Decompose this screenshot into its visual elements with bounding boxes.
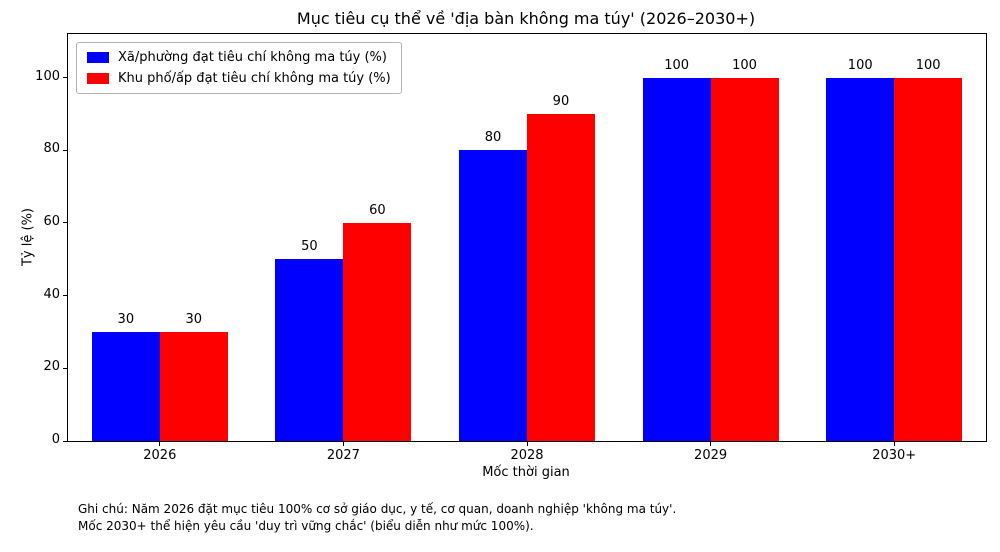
chart-title: Mục tiêu cụ thể về 'địa bàn không ma túy… (296, 9, 756, 28)
y-tick-mark (63, 149, 68, 151)
footnote-line-1: Ghi chú: Năm 2026 đặt mục tiêu 100% cơ s… (78, 502, 677, 516)
bar-value-label: 30 (117, 311, 135, 327)
bar (159, 331, 228, 441)
y-tick-label: 80 (43, 141, 60, 157)
bar-value-label: 100 (664, 57, 690, 73)
x-tick-label: 2030+ (872, 448, 917, 463)
bar (710, 77, 779, 441)
x-tick-label: 2028 (510, 448, 544, 463)
legend-item-series-1: Xã/phường đạt tiêu chí không ma túy (%) (87, 50, 391, 65)
y-tick-mark (63, 295, 68, 297)
y-tick-label: 60 (43, 213, 60, 229)
bar-value-label: 90 (552, 93, 570, 109)
bar (275, 259, 344, 441)
bar (343, 222, 412, 441)
legend-label-series-1: Xã/phường đạt tiêu chí không ma túy (%) (118, 50, 387, 65)
y-tick-label: 0 (51, 432, 60, 447)
bar-value-label: 30 (185, 311, 203, 327)
bar (894, 77, 963, 441)
legend-swatch-red (87, 73, 109, 84)
x-tick-mark (710, 441, 712, 446)
legend-swatch-blue (87, 52, 109, 63)
legend-label-series-2: Khu phố/ấp đạt tiêu chí không ma túy (%) (118, 71, 391, 86)
bar-value-label: 60 (369, 202, 386, 218)
bar (91, 331, 160, 441)
x-tick-label: 2029 (694, 448, 728, 463)
x-tick-mark (526, 441, 528, 446)
bar-value-label: 80 (484, 130, 502, 146)
y-tick-label: 100 (35, 68, 60, 84)
plot-area: Xã/phường đạt tiêu chí không ma túy (%) … (35, 33, 987, 463)
y-tick-label: 40 (43, 286, 60, 302)
x-tick-mark (893, 441, 895, 446)
x-tick-mark (159, 441, 161, 446)
x-axis-label: Mốc thời gian (482, 465, 570, 480)
y-tick-mark (63, 222, 68, 224)
y-tick-mark (63, 440, 68, 442)
x-tick-label: 2027 (326, 448, 360, 463)
y-tick-label: 20 (43, 359, 60, 375)
bar (459, 150, 527, 441)
bar-value-label: 100 (915, 57, 941, 73)
x-tick-mark (342, 441, 344, 446)
x-tick-label: 2026 (143, 448, 177, 463)
footnote: Ghi chú: Năm 2026 đặt mục tiêu 100% cơ s… (78, 501, 676, 535)
bar-value-label: 100 (732, 57, 757, 73)
bar (826, 77, 895, 441)
legend: Xã/phường đạt tiêu chí không ma túy (%) … (76, 42, 402, 94)
y-tick-mark (63, 77, 68, 79)
legend-item-series-2: Khu phố/ấp đạt tiêu chí không ma túy (%) (87, 71, 391, 86)
footnote-line-2: Mốc 2030+ thể hiện yêu cầu 'duy trì vững… (78, 519, 534, 533)
bar-value-label: 50 (301, 239, 318, 255)
bar (642, 77, 711, 441)
bar (527, 113, 595, 441)
y-tick-mark (63, 367, 68, 369)
bar-value-label: 100 (847, 57, 873, 73)
